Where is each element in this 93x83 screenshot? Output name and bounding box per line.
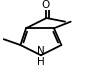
Text: H: H [37, 57, 45, 67]
Text: O: O [41, 0, 50, 10]
Text: N: N [37, 46, 45, 56]
